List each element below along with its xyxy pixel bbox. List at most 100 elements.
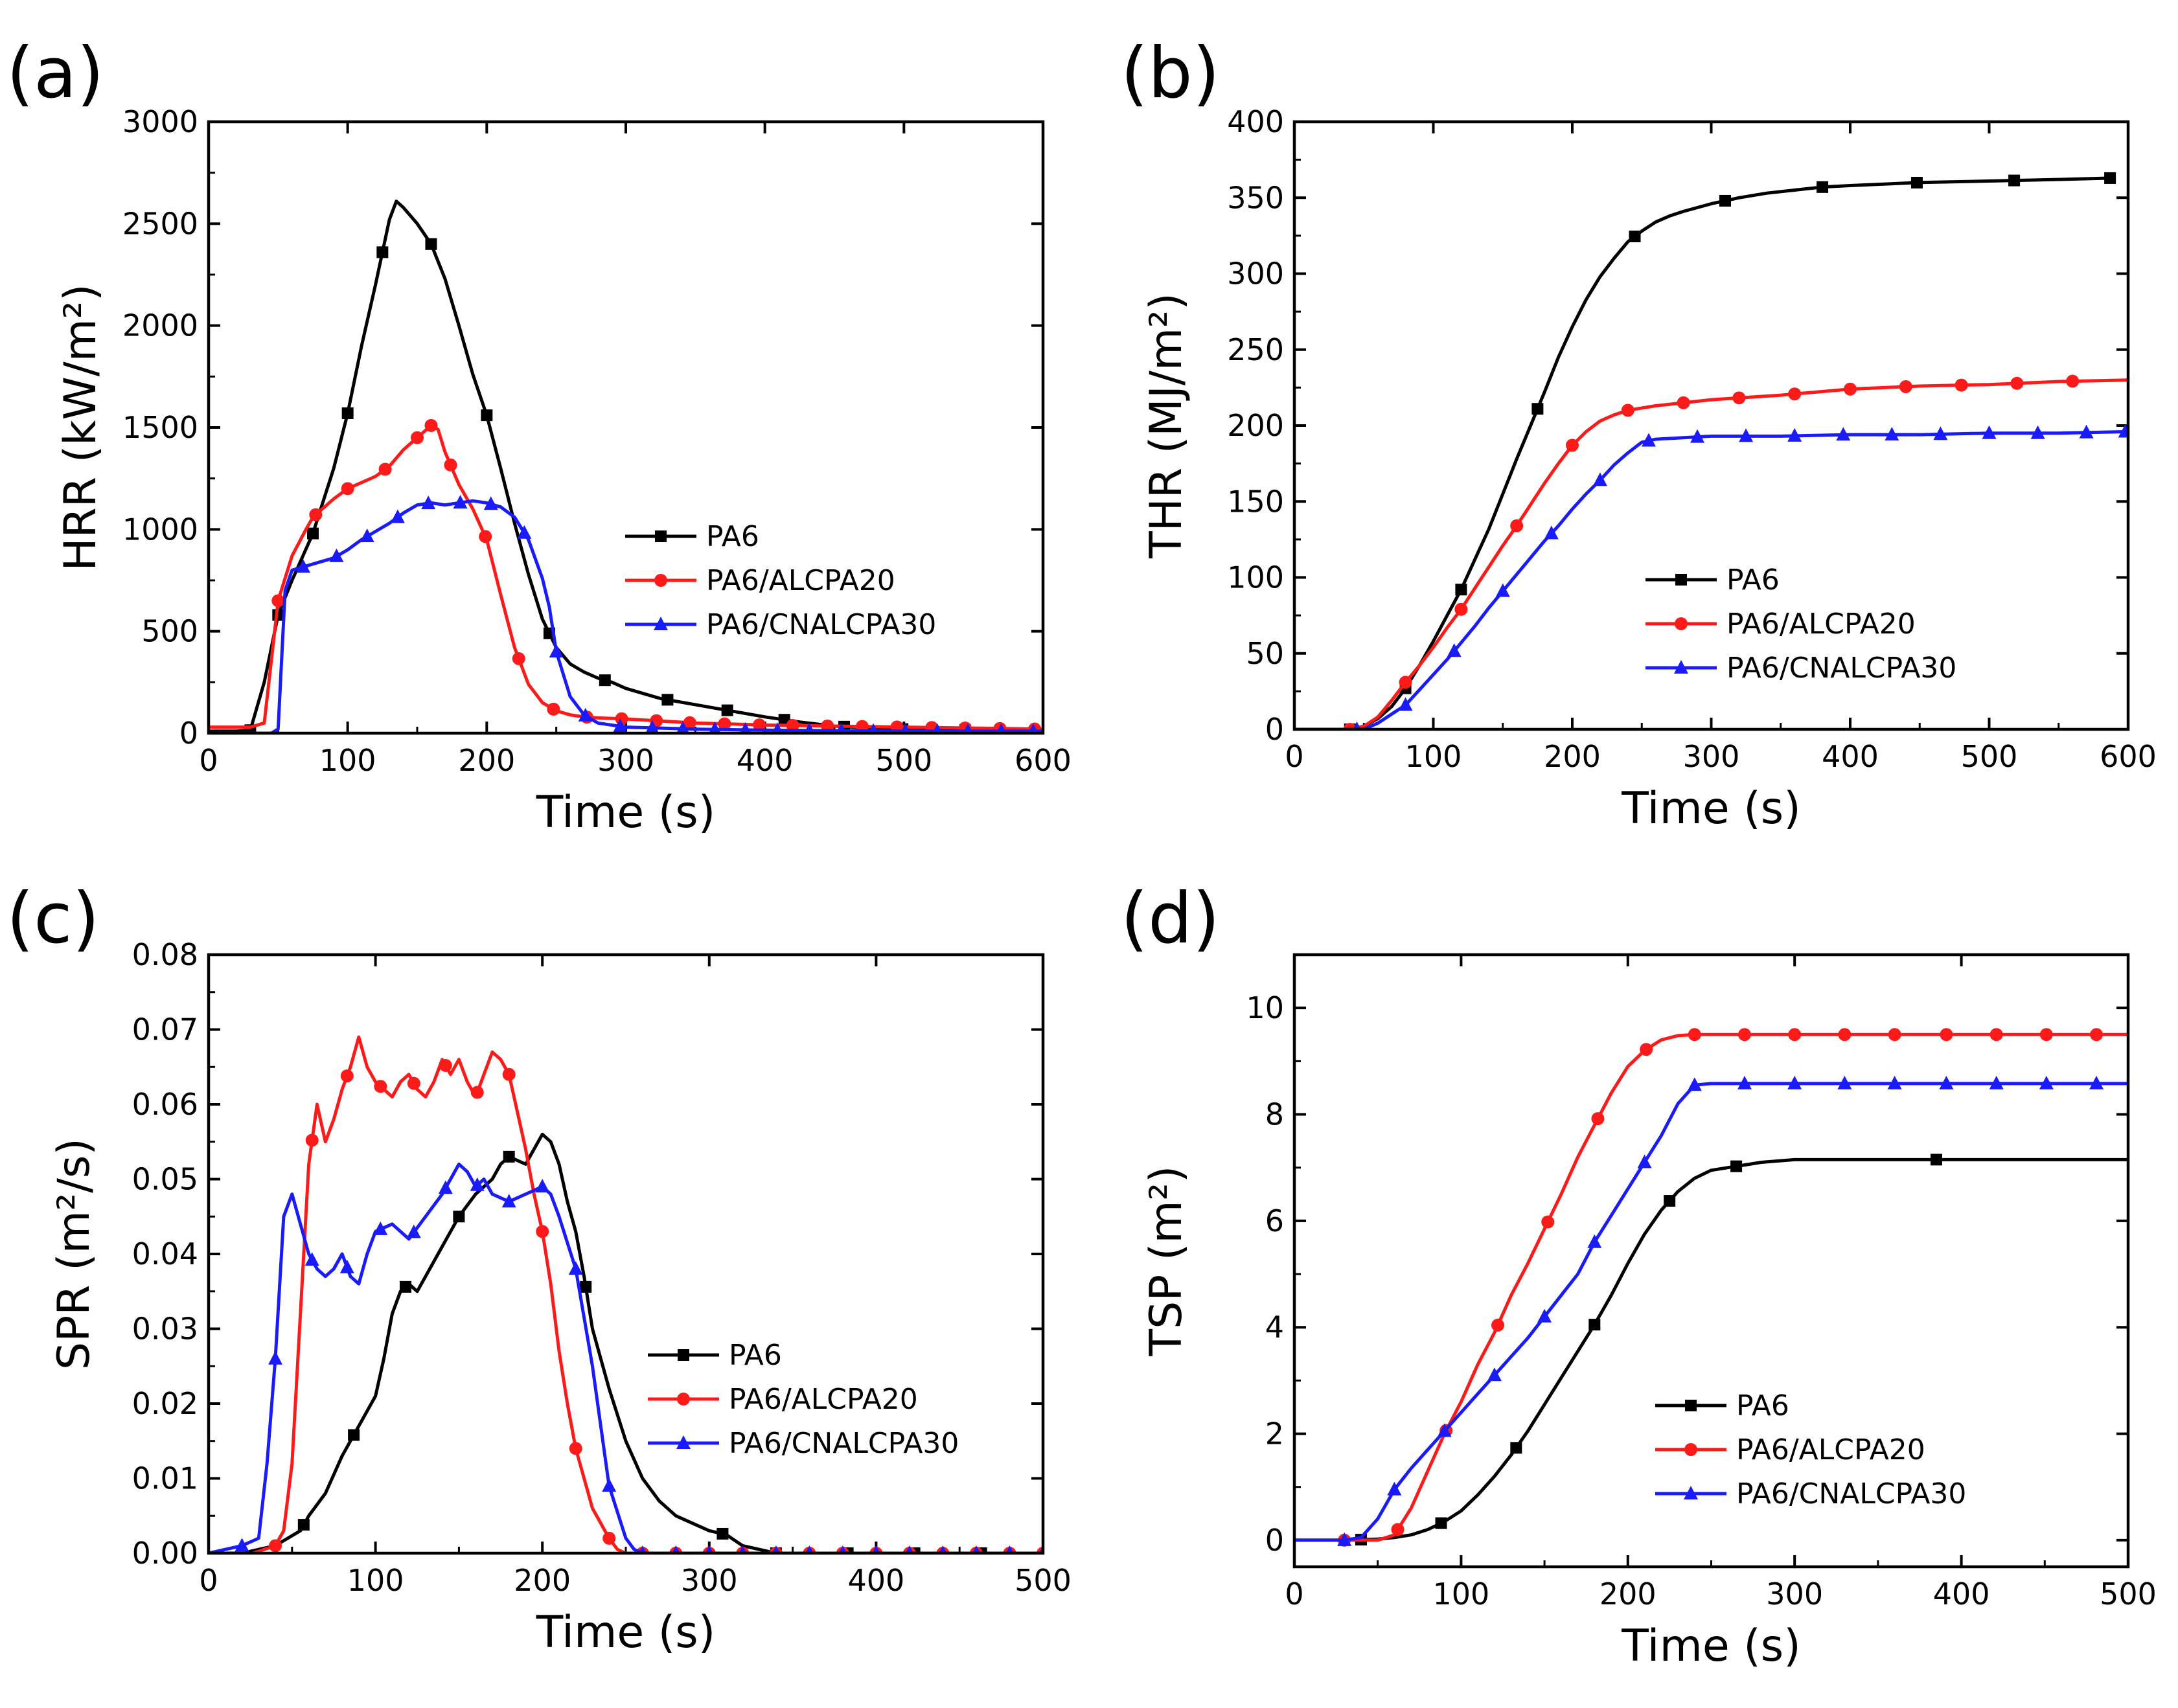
marker-pa6 xyxy=(1510,1442,1522,1454)
marker-pa6-cnalcpa30 xyxy=(709,722,721,733)
x-tick-label: 300 xyxy=(1683,739,1740,774)
marker-pa6-alcpa20 xyxy=(1566,438,1579,452)
marker-pa6-cnalcpa30 xyxy=(739,722,751,733)
x-tick-label: 300 xyxy=(681,1563,738,1598)
marker-pa6 xyxy=(1930,1154,1942,1166)
y-tick-label: 0.00 xyxy=(132,1536,198,1571)
x-axis-title: Time (s) xyxy=(1621,1621,1801,1672)
y-axis-title: THR (MJ/m²) xyxy=(1141,293,1192,559)
marker-pa6-alcpa20 xyxy=(1399,676,1412,689)
marker-pa6-cnalcpa30 xyxy=(1737,1075,1752,1089)
marker-pa6-cnalcpa30 xyxy=(304,1252,319,1266)
marker-pa6-cnalcpa30 xyxy=(568,1261,583,1275)
x-tick-label: 100 xyxy=(319,743,376,778)
y-tick-label: 250 xyxy=(1227,332,1284,367)
panel-c: (c) 0 100 200 300 400 500 0.00 0.01 0.02 0.03 0.04… xyxy=(6,878,1072,1658)
marker-pa6 xyxy=(1817,181,1829,193)
marker-pa6-cnalcpa30 xyxy=(838,1545,847,1553)
y-tick-label: 0.08 xyxy=(132,937,198,972)
x-tick-label: 0 xyxy=(1285,739,1303,774)
marker-pa6-cnalcpa30 xyxy=(421,495,436,510)
marker-pa6 xyxy=(2008,174,2021,187)
marker-pa6-cnalcpa30 xyxy=(339,1259,354,1273)
marker-pa6-cnalcpa30 xyxy=(517,525,532,539)
marker-pa6 xyxy=(376,246,389,258)
y-tick-label: 200 xyxy=(1227,408,1284,443)
legend-marker-pa6-cnalcpa30 xyxy=(1674,660,1688,674)
x-tick-label: 500 xyxy=(2100,1577,2157,1611)
marker-pa6 xyxy=(453,1211,465,1223)
y-tick-label: 300 xyxy=(1227,256,1284,291)
marker-pa6 xyxy=(721,704,733,716)
marker-pa6-alcpa20 xyxy=(1732,391,1746,405)
series-layer xyxy=(1294,1028,2128,1547)
legend-marker-pa6-alcpa20 xyxy=(654,574,667,587)
marker-pa6-alcpa20 xyxy=(1940,1028,1953,1042)
marker-pa6-cnalcpa30 xyxy=(676,721,689,733)
y-tick-label: 4 xyxy=(1265,1310,1284,1345)
marker-pa6-cnalcpa30 xyxy=(2089,1075,2104,1089)
y-tick-label: 2500 xyxy=(122,206,198,241)
marker-pa6-alcpa20 xyxy=(341,482,354,495)
marker-pa6-cnalcpa30 xyxy=(1447,643,1462,657)
marker-pa6-alcpa20 xyxy=(407,1076,420,1090)
marker-pa6 xyxy=(341,407,354,419)
legend-marker-pa6-cnalcpa30 xyxy=(676,1435,691,1449)
legend-label-pa6: PA6 xyxy=(1736,1389,1789,1422)
x-tick-label: 500 xyxy=(1961,739,2018,774)
x-tick-label: 0 xyxy=(199,743,218,778)
marker-pa6-cnalcpa30 xyxy=(1437,1423,1452,1437)
y-tick-label: 10 xyxy=(1246,990,1284,1025)
series-line-pa6-cnalcpa30 xyxy=(1294,1082,2128,1542)
marker-pa6-cnalcpa30 xyxy=(900,723,911,733)
panel-d: (d) 0 100 200 300 400 500 0 2 4 6 8 10 Time (s) TSP (… xyxy=(1121,878,2157,1672)
marker-pa6-alcpa20 xyxy=(1454,602,1468,616)
panel-b-plot: 0 100 200 300 400 500 600 0 50 100 150 200 250 300 350… xyxy=(1141,104,2157,834)
marker-pa6-cnalcpa30 xyxy=(1398,697,1413,711)
marker-pa6-cnalcpa30 xyxy=(578,707,593,722)
marker-pa6-cnalcpa30 xyxy=(1837,1075,1852,1089)
marker-pa6-cnalcpa30 xyxy=(772,1545,781,1553)
marker-pa6 xyxy=(307,527,319,540)
legend-marker-pa6-cnalcpa30 xyxy=(1684,1486,1698,1499)
legend-marker-pa6-cnalcpa30 xyxy=(654,617,668,630)
y-tick-label: 50 xyxy=(1246,636,1284,671)
marker-pa6-cnalcpa30 xyxy=(390,509,405,523)
x-tick-label: 600 xyxy=(2100,739,2157,774)
marker-pa6-cnalcpa30 xyxy=(2118,424,2128,438)
marker-pa6-alcpa20 xyxy=(602,1531,616,1545)
x-tick-label: 400 xyxy=(1933,1577,1990,1611)
series-line-pa6-cnalcpa30 xyxy=(1294,429,2128,729)
panel-d-plot: 0 100 200 300 400 500 0 2 4 6 8 10 Time (s) TSP (m²) P… xyxy=(1141,953,2157,1672)
marker-pa6-alcpa20 xyxy=(305,1133,319,1147)
marker-pa6-alcpa20 xyxy=(271,594,285,608)
y-tick-label: 350 xyxy=(1227,180,1284,215)
marker-pa6-cnalcpa30 xyxy=(602,1478,617,1492)
x-tick-label: 200 xyxy=(1599,1577,1656,1611)
x-axis-title: Time (s) xyxy=(536,1607,716,1658)
marker-pa6-alcpa20 xyxy=(269,1539,282,1553)
marker-pa6-cnalcpa30 xyxy=(438,1180,453,1194)
legend-label-pa6-alcpa20: PA6/ALCPA20 xyxy=(1726,608,1916,641)
marker-pa6-cnalcpa30 xyxy=(1592,472,1607,486)
marker-pa6 xyxy=(481,409,493,422)
marker-pa6 xyxy=(1664,1195,1676,1207)
marker-pa6-alcpa20 xyxy=(683,716,696,729)
marker-pa6 xyxy=(1910,176,1923,188)
marker-pa6-cnalcpa30 xyxy=(1642,433,1656,447)
y-tick-label: 100 xyxy=(1227,560,1284,595)
marker-pa6 xyxy=(399,1281,411,1293)
marker-pa6-cnalcpa30 xyxy=(1787,427,1802,442)
marker-pa6 xyxy=(297,1519,310,1531)
marker-pa6-alcpa20 xyxy=(1899,380,1912,393)
y-tick-label: 0.03 xyxy=(132,1312,198,1347)
marker-pa6-cnalcpa30 xyxy=(360,529,374,542)
x-tick-label: 0 xyxy=(1285,1577,1303,1611)
y-tick-label: 1000 xyxy=(122,512,198,547)
y-tick-label: 0 xyxy=(1265,1523,1284,1558)
marker-pa6-alcpa20 xyxy=(1591,1112,1605,1126)
x-tick-label: 200 xyxy=(514,1563,571,1598)
x-tick-label: 500 xyxy=(875,743,932,778)
marker-pa6 xyxy=(348,1429,360,1441)
